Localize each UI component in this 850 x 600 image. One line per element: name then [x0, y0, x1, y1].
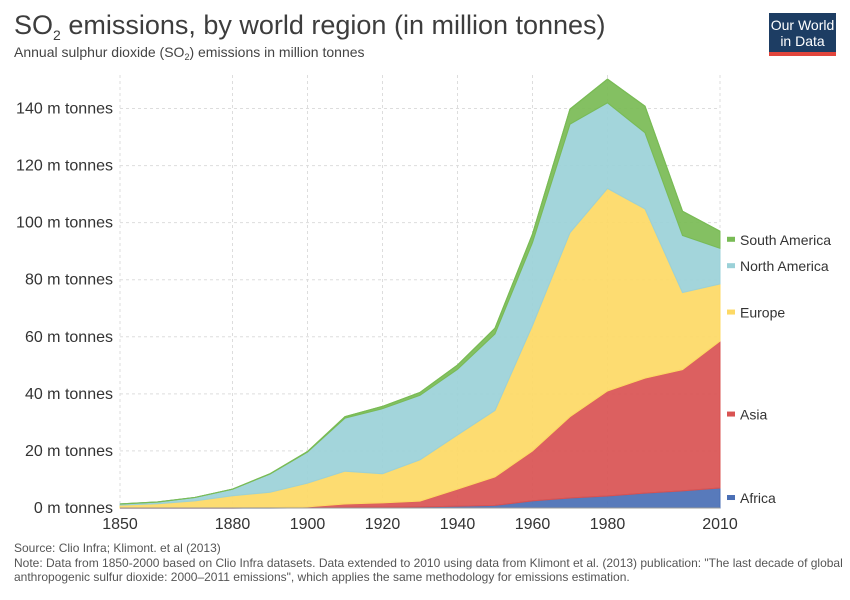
- subtitle-text-end: ) emissions in million tonnes: [189, 44, 365, 60]
- subtitle-subscript: 2: [184, 52, 190, 62]
- y-tick-label: 20 m tonnes: [25, 443, 113, 460]
- title-text: SO: [14, 10, 54, 40]
- x-tick-label: 1900: [290, 516, 326, 533]
- legend-label-europe: Europe: [740, 305, 785, 321]
- legend-label-africa: Africa: [740, 490, 776, 506]
- legend-swatch-north-america: [727, 263, 735, 269]
- owid-logo[interactable]: Our World in Data: [769, 13, 836, 56]
- chart-footer: Source: Clio Infra; Klimont. et al (2013…: [14, 541, 844, 585]
- y-tick-label: 60 m tonnes: [25, 329, 113, 346]
- y-tick-label: 40 m tonnes: [25, 386, 113, 403]
- title-subscript: 2: [53, 27, 61, 43]
- area-edge-south-america: [119, 78, 721, 505]
- y-tick-label: 120 m tonnes: [16, 158, 113, 175]
- note-text: Note: Data from 1850-2000 based on Clio …: [14, 555, 843, 585]
- source-text: Source: Clio Infra; Klimont. et al (2013…: [14, 541, 221, 555]
- y-tick-label: 100 m tonnes: [16, 215, 113, 232]
- y-tick-label: 140 m tonnes: [16, 101, 113, 118]
- legend-swatch-south-america: [727, 236, 735, 242]
- x-tick-label: 1960: [515, 516, 551, 533]
- x-tick-label: 1940: [440, 516, 476, 533]
- chart-subtitle: Annual sulphur dioxide (SO2) emissions i…: [14, 44, 365, 62]
- legend-label-north-america: North America: [740, 258, 829, 274]
- chart-title: SO2 emissions, by world region (in milli…: [14, 10, 606, 43]
- y-tick-label: 0 m tonnes: [34, 500, 113, 517]
- logo-line-1: Our World: [770, 17, 835, 33]
- x-tick-label: 1880: [215, 516, 251, 533]
- legend-swatch-africa: [727, 495, 735, 501]
- legend-swatch-europe: [727, 309, 735, 315]
- subtitle-text: Annual sulphur dioxide (SO: [14, 44, 185, 60]
- y-tick-label: 80 m tonnes: [25, 272, 113, 289]
- legend-label-south-america: South America: [740, 232, 831, 248]
- legend-label-asia: Asia: [740, 407, 767, 423]
- x-tick-label: 1920: [365, 516, 401, 533]
- x-tick-label: 2010: [702, 516, 738, 533]
- x-tick-label: 1980: [590, 516, 626, 533]
- x-tick-label: 1850: [102, 516, 138, 533]
- logo-line-2: in Data: [780, 33, 825, 49]
- title-text-rest: emissions, by world region (in million t…: [60, 10, 606, 40]
- legend-swatch-asia: [727, 411, 735, 417]
